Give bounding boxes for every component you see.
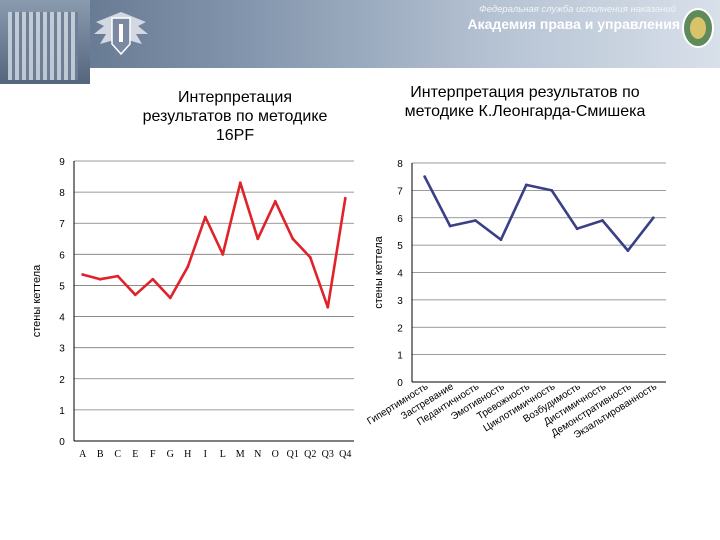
chart2-data-point [575, 227, 579, 231]
chart1-data-point [186, 265, 190, 269]
chart1-title: Интерпретация результатов по методике 16… [142, 89, 328, 144]
chart1-data-point [256, 237, 260, 241]
chart2-y-axis-label: стены кеттела [373, 235, 385, 308]
building-facade [8, 12, 78, 80]
chart1-xtick-label: B [97, 449, 104, 460]
chart1-xtick-label: H [184, 449, 191, 460]
chart2-data-point [601, 219, 604, 222]
chart2-series-line [423, 176, 655, 252]
chart1-ytick-label: 5 [59, 281, 65, 292]
chart1-xtick-label: E [132, 449, 138, 460]
chart1-data-point [98, 277, 102, 281]
chart2-title: Интерпретация результатов по методике К.… [404, 84, 646, 120]
chart1-xtick-label: I [204, 449, 207, 460]
chart1-y-axis-label: стены кеттела [31, 264, 43, 337]
chart1-xtick-label: Q1 [287, 449, 299, 460]
chart1-data-point [133, 293, 137, 297]
chart1-ytick-label: 8 [59, 188, 65, 199]
chart2-ytick-label: 0 [397, 378, 403, 389]
chart1-ytick-label: 3 [59, 344, 65, 355]
chart2-ytick-label: 3 [397, 296, 403, 307]
chart1-ytick-label: 6 [59, 250, 65, 261]
chart1-data-point [343, 196, 347, 200]
chart1-xtick-label: M [236, 449, 245, 460]
emblem-icon [94, 12, 148, 56]
chart2-ytick-label: 5 [397, 241, 403, 252]
org-subtitle: Федеральная служба исполнения наказаний [479, 4, 676, 15]
chart1-xtick-label: Q3 [322, 449, 334, 460]
chart1-xtick-label: G [167, 449, 174, 460]
chart1-data-point [291, 237, 295, 241]
chart2-ytick-label: 7 [397, 186, 403, 197]
chart2-ytick-label: 8 [397, 159, 403, 170]
chart1-series-line [82, 181, 347, 309]
chart2-data-point [474, 219, 477, 222]
chart2-data-point [626, 249, 630, 253]
chart1-xtick-label: F [150, 449, 156, 460]
chart2-ytick-label: 2 [397, 323, 403, 334]
chart1-xtick-label: A [79, 449, 87, 460]
chart1-xtick-label: N [254, 449, 261, 460]
chart1-ytick-label: 9 [59, 157, 65, 168]
chart1-ytick-label: 4 [59, 313, 65, 324]
building-photo [0, 0, 90, 84]
chart2-ytick-label: 6 [397, 214, 403, 225]
chart1-data-point [168, 296, 172, 300]
chart2-data-point [524, 183, 528, 187]
chart2-data-point [499, 238, 503, 242]
chart1-data-point [238, 181, 242, 185]
chart1-xtick-label: O [272, 449, 279, 460]
chart2-ytick-label: 1 [397, 351, 403, 362]
chart1-data-point [326, 305, 330, 309]
chart1-xtick-label: L [220, 449, 226, 460]
chart1-data-point [116, 274, 120, 278]
chart1-xtick-label: Q2 [304, 449, 316, 460]
chart1-data-point [151, 277, 155, 281]
chart1-xtick-label: C [114, 449, 121, 460]
chart1-data-point [221, 252, 225, 256]
chart1-data-point [308, 256, 312, 259]
chart1-xtick-label: Q4 [339, 449, 351, 460]
academy-emblem-icon [682, 8, 714, 48]
chart1-data-point [81, 273, 85, 276]
chart1-ytick-label: 1 [59, 406, 65, 417]
chart2-data-point [448, 224, 452, 228]
chart1-ytick-label: 2 [59, 375, 65, 386]
chart2-data-point [651, 216, 655, 220]
chart2-data-point [423, 175, 427, 179]
chart2-ytick-label: 4 [397, 269, 403, 280]
chart1-data-point [273, 200, 277, 203]
chart1-ytick-label: 0 [59, 437, 65, 448]
chart1-data-point [203, 215, 207, 219]
org-title: Академия права и управления [467, 16, 680, 32]
chart1-ytick-label: 7 [59, 219, 65, 230]
chart2-data-point [550, 188, 554, 192]
